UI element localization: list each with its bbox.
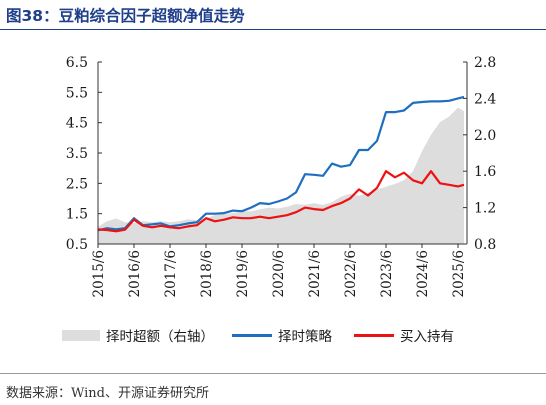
x-tick-label: 2015/6: [91, 250, 107, 298]
right-tick-label: 0.8: [474, 237, 496, 253]
right-tick-label: 2.0: [474, 128, 496, 144]
right-tick-label: 2.8: [474, 55, 496, 71]
x-tick-label: 2019/6: [235, 250, 251, 298]
x-tick-label: 2022/6: [343, 250, 359, 298]
series-line-strategy: [97, 95, 465, 232]
x-tick-label: 2017/6: [163, 250, 179, 298]
right-tick-label: 1.6: [474, 164, 496, 180]
legend-item-strategy: 择时策略: [232, 327, 332, 345]
source-divider: [0, 373, 546, 374]
x-tick-label: 2018/6: [199, 250, 215, 298]
chart: 0.5 1.5 2.5 3.5 4.5 5.5 6.5 0.8 1.2 1.6 2.0 2.4 2.8 2…: [66, 55, 497, 298]
legend-item-buyhold: 买入持有: [354, 327, 454, 345]
series-line-buyhold: [97, 170, 465, 233]
x-tick-label: 2021/6: [307, 250, 323, 298]
x-tick-label: 2025/6: [451, 250, 467, 298]
x-tick-label: 2016/6: [127, 250, 143, 298]
legend-item-excess: 择时超额（右轴）: [62, 327, 214, 345]
figure-title: 图38：豆粕综合因子超额净值走势: [6, 7, 245, 25]
source-note: 数据来源：Wind、开源证券研究所: [6, 386, 209, 401]
left-tick-label: 4.5: [66, 116, 88, 132]
legend-label-excess: 择时超额（右轴）: [106, 329, 214, 345]
legend-label-strategy: 择时策略: [278, 329, 332, 345]
legend-swatch-strategy: [232, 333, 272, 337]
x-tick-label: 2023/6: [379, 250, 395, 298]
series-area-excess: [98, 107, 464, 244]
legend-swatch-buyhold: [354, 333, 394, 337]
x-tick-label: 2020/6: [271, 250, 287, 298]
left-tick-label: 1.5: [66, 207, 88, 223]
left-tick-label: 0.5: [66, 237, 88, 253]
left-tick-label: 3.5: [66, 146, 88, 162]
title-divider: [0, 29, 546, 30]
right-tick-label: 2.4: [474, 91, 496, 107]
left-tick-label: 5.5: [66, 85, 88, 101]
left-tick-label: 2.5: [66, 176, 88, 192]
right-tick-label: 1.2: [474, 201, 496, 217]
x-tick-label: 2024/6: [415, 250, 431, 298]
legend-swatch-excess: [62, 329, 100, 341]
legend-label-buyhold: 买入持有: [400, 329, 454, 345]
left-tick-label: 6.5: [66, 55, 88, 71]
